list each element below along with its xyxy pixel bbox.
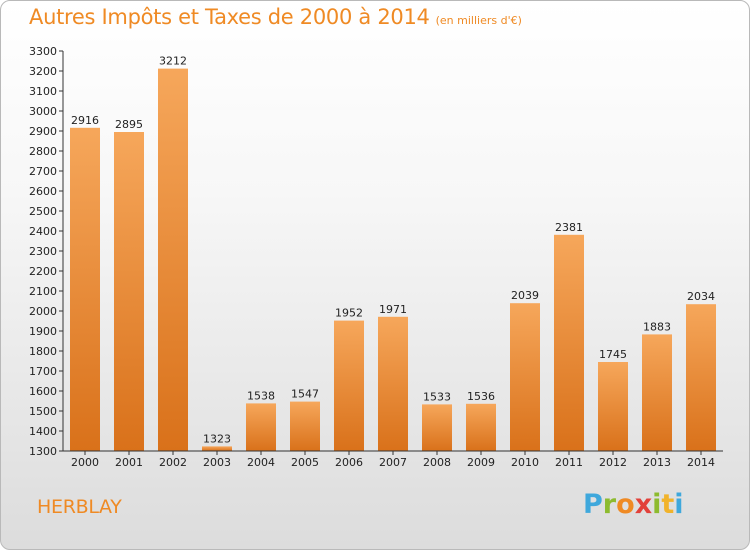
- bar-2011: [554, 234, 584, 451]
- bar-value-label: 2034: [687, 290, 715, 303]
- y-tick-label: 1300: [29, 445, 57, 458]
- y-tick-label: 1900: [29, 325, 57, 338]
- bar-value-label: 2895: [115, 118, 143, 131]
- chart-title-main: Autres Impôts et Taxes de 2000 à 2014: [29, 5, 430, 29]
- y-tick-label: 3000: [29, 105, 57, 118]
- y-tick-label: 2100: [29, 285, 57, 298]
- y-tick-label: 3200: [29, 65, 57, 78]
- y-tick-label: 1400: [29, 425, 57, 438]
- bar-2012: [598, 362, 628, 451]
- bar-value-label: 2039: [511, 289, 539, 302]
- y-tick-label: 1700: [29, 365, 57, 378]
- bar-value-label: 2916: [71, 114, 99, 127]
- bar-2002: [158, 68, 188, 451]
- y-tick-label: 3300: [29, 45, 57, 58]
- x-axis: 2000 2001 2002 2003 2004 2005 2006 2007 2008 2009…: [63, 450, 723, 469]
- y-tick-label: 2600: [29, 185, 57, 198]
- bar-2001: [114, 132, 144, 451]
- y-tick-label: 2000: [29, 305, 57, 318]
- bar-2005: [290, 401, 320, 451]
- bar-2008: [422, 404, 452, 451]
- bars-group: 2916 2895 3212 1323 1538 1547 1952 1971 1533 1536…: [70, 55, 716, 452]
- bar-2014: [686, 304, 716, 451]
- y-tick-label: 2700: [29, 165, 57, 178]
- bar-value-label: 1323: [203, 432, 231, 445]
- y-tick-label: 2300: [29, 245, 57, 258]
- x-tick-label: 2008: [423, 456, 451, 469]
- x-tick-label: 2009: [467, 456, 495, 469]
- x-tick-label: 2000: [71, 456, 99, 469]
- y-tick-label: 2400: [29, 225, 57, 238]
- bar-2004: [246, 403, 276, 451]
- bar-value-label: 1745: [599, 348, 627, 361]
- bar-value-label: 1971: [379, 303, 407, 316]
- x-tick-label: 2002: [159, 456, 187, 469]
- y-tick-label: 2500: [29, 205, 57, 218]
- bar-2003: [202, 446, 232, 451]
- x-tick-label: 2014: [687, 456, 715, 469]
- x-tick-label: 2010: [511, 456, 539, 469]
- bar-2007: [378, 316, 408, 451]
- location-label: HERBLAY: [37, 496, 122, 518]
- bar-2013: [642, 334, 672, 451]
- y-tick-label: 1600: [29, 385, 57, 398]
- bar-value-label: 1538: [247, 389, 275, 402]
- y-tick-label: 1800: [29, 345, 57, 358]
- x-tick-label: 2001: [115, 456, 143, 469]
- x-tick-label: 2011: [555, 456, 583, 469]
- x-tick-label: 2012: [599, 456, 627, 469]
- y-tick-label: 2800: [29, 145, 57, 158]
- x-tick-label: 2006: [335, 456, 363, 469]
- bar-2010: [510, 303, 540, 451]
- bar-2000: [70, 127, 100, 452]
- chart-title: Autres Impôts et Taxes de 2000 à 2014 (en…: [29, 5, 522, 29]
- bar-2006: [334, 320, 364, 451]
- bar-value-label: 3212: [159, 55, 187, 68]
- chart-subtitle: (en milliers d'€): [435, 14, 522, 27]
- y-tick-label: 2200: [29, 265, 57, 278]
- bar-value-label: 1533: [423, 390, 451, 403]
- bar-value-label: 1952: [335, 307, 363, 320]
- y-axis: 1300 1400 1500 1600 1700 1800 1900 2000 2100 2200…: [29, 45, 64, 458]
- proxiti-logo: Proxiti: [583, 489, 684, 520]
- bar-2009: [466, 403, 496, 451]
- x-tick-label: 2003: [203, 456, 231, 469]
- bar-value-label: 1883: [643, 320, 671, 333]
- y-tick-label: 3100: [29, 85, 57, 98]
- y-tick-label: 1500: [29, 405, 57, 418]
- x-tick-label: 2004: [247, 456, 275, 469]
- x-tick-label: 2005: [291, 456, 319, 469]
- bar-value-label: 1536: [467, 390, 495, 403]
- bar-value-label: 2381: [555, 221, 583, 234]
- x-tick-label: 2013: [643, 456, 671, 469]
- x-tick-label: 2007: [379, 456, 407, 469]
- bar-value-label: 1547: [291, 388, 319, 401]
- y-tick-label: 2900: [29, 125, 57, 138]
